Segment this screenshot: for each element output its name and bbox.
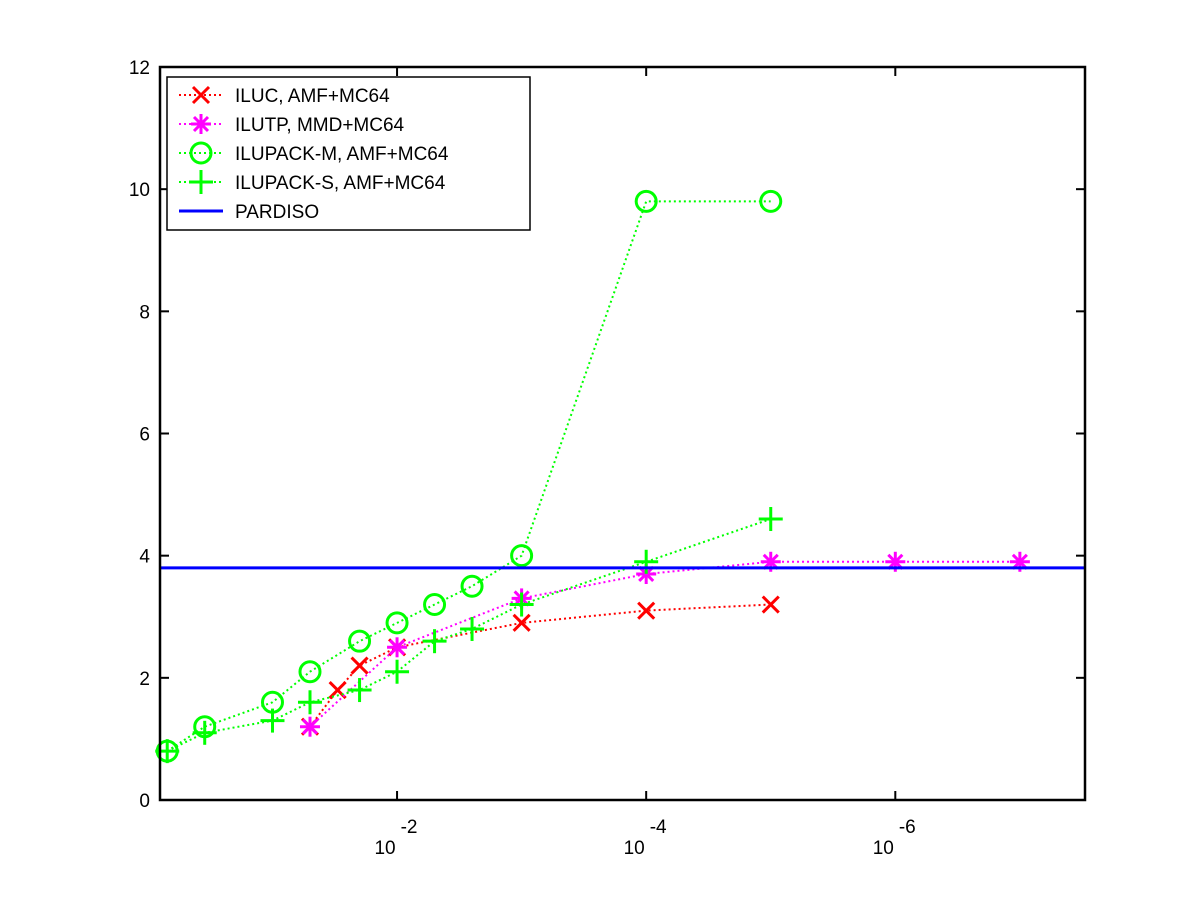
y-tick-label: 0	[139, 791, 150, 812]
data-point	[348, 629, 372, 653]
y-tick-label: 6	[139, 425, 150, 446]
series-line	[166, 200, 771, 752]
y-tick-label: 4	[139, 547, 150, 568]
y-tick-label: 2	[139, 669, 150, 690]
legend-label: ILUTP, MMD+MC64	[235, 115, 405, 136]
data-point	[637, 601, 656, 620]
x-tick-label: 10 -2	[374, 817, 417, 859]
series-2	[155, 189, 783, 763]
legend-label: ILUC, AMF+MC64	[235, 86, 390, 107]
data-point	[385, 611, 409, 635]
data-point	[260, 708, 285, 733]
legend-item: ILUC, AMF+MC64	[179, 85, 390, 107]
legend-label: ILUPACK-S, AMF+MC64	[235, 173, 446, 194]
x-tick-labels: 10-210-410-6	[374, 817, 915, 859]
data-point	[512, 613, 531, 632]
legend-label: ILUPACK-M, AMF+MC64	[235, 144, 449, 165]
legend-item: ILUPACK-S, AMF+MC64	[179, 170, 446, 194]
legend-box	[166, 76, 531, 231]
data-point	[298, 660, 322, 684]
legend-marker	[191, 85, 211, 105]
data-point	[422, 629, 447, 654]
series-0	[300, 595, 780, 736]
data-point	[758, 507, 783, 532]
x-tick-label-base: 10	[624, 838, 645, 859]
data-point	[423, 593, 447, 617]
series-layer	[155, 189, 1085, 764]
legend-item: PARDISO	[179, 202, 319, 223]
y-tick-label: 8	[139, 302, 150, 323]
series-line	[166, 518, 772, 752]
x-tick-label-base: 10	[374, 838, 395, 859]
data-point	[192, 720, 217, 745]
data-point	[387, 637, 408, 658]
series-line	[309, 603, 771, 728]
data-point	[634, 549, 659, 574]
data-point	[460, 616, 485, 641]
data-point	[509, 592, 534, 617]
legend: ILUC, AMF+MC64 ILUTP, MMD+MC64 ILUPACK-M, …	[166, 76, 531, 231]
x-tick-label: 10-6	[873, 817, 916, 859]
series-3	[155, 507, 783, 764]
legend-label: PARDISO	[235, 202, 319, 223]
series-1	[299, 551, 1030, 737]
legend-marker	[189, 170, 213, 194]
legend-item: ILUPACK-M, AMF+MC64	[179, 141, 449, 165]
x-tick-label-exponent: -6	[899, 817, 916, 838]
x-tick-label-exponent: -2	[401, 817, 418, 838]
x-tick-label-exponent: -4	[650, 817, 667, 838]
y-tick-label: 10	[129, 180, 150, 201]
data-point	[759, 189, 783, 213]
data-point	[510, 544, 534, 568]
legend-item: ILUTP, MMD+MC64	[179, 114, 405, 136]
data-point	[634, 189, 658, 213]
y-tick-labels: 0 2 4 6 8 10 12	[129, 58, 151, 812]
data-point	[350, 656, 369, 675]
data-point	[460, 574, 484, 598]
data-point	[761, 595, 780, 614]
y-tick-label: 12	[129, 58, 150, 79]
data-point	[297, 690, 322, 715]
legend-marker	[189, 141, 213, 165]
plot-frame	[158, 65, 1087, 802]
legend-marker	[191, 114, 211, 134]
x-tick-label-base: 10	[873, 838, 894, 859]
data-point	[299, 716, 320, 737]
data-point	[347, 678, 372, 703]
data-point	[385, 659, 410, 684]
x-tick-label: 10-4	[624, 817, 667, 859]
